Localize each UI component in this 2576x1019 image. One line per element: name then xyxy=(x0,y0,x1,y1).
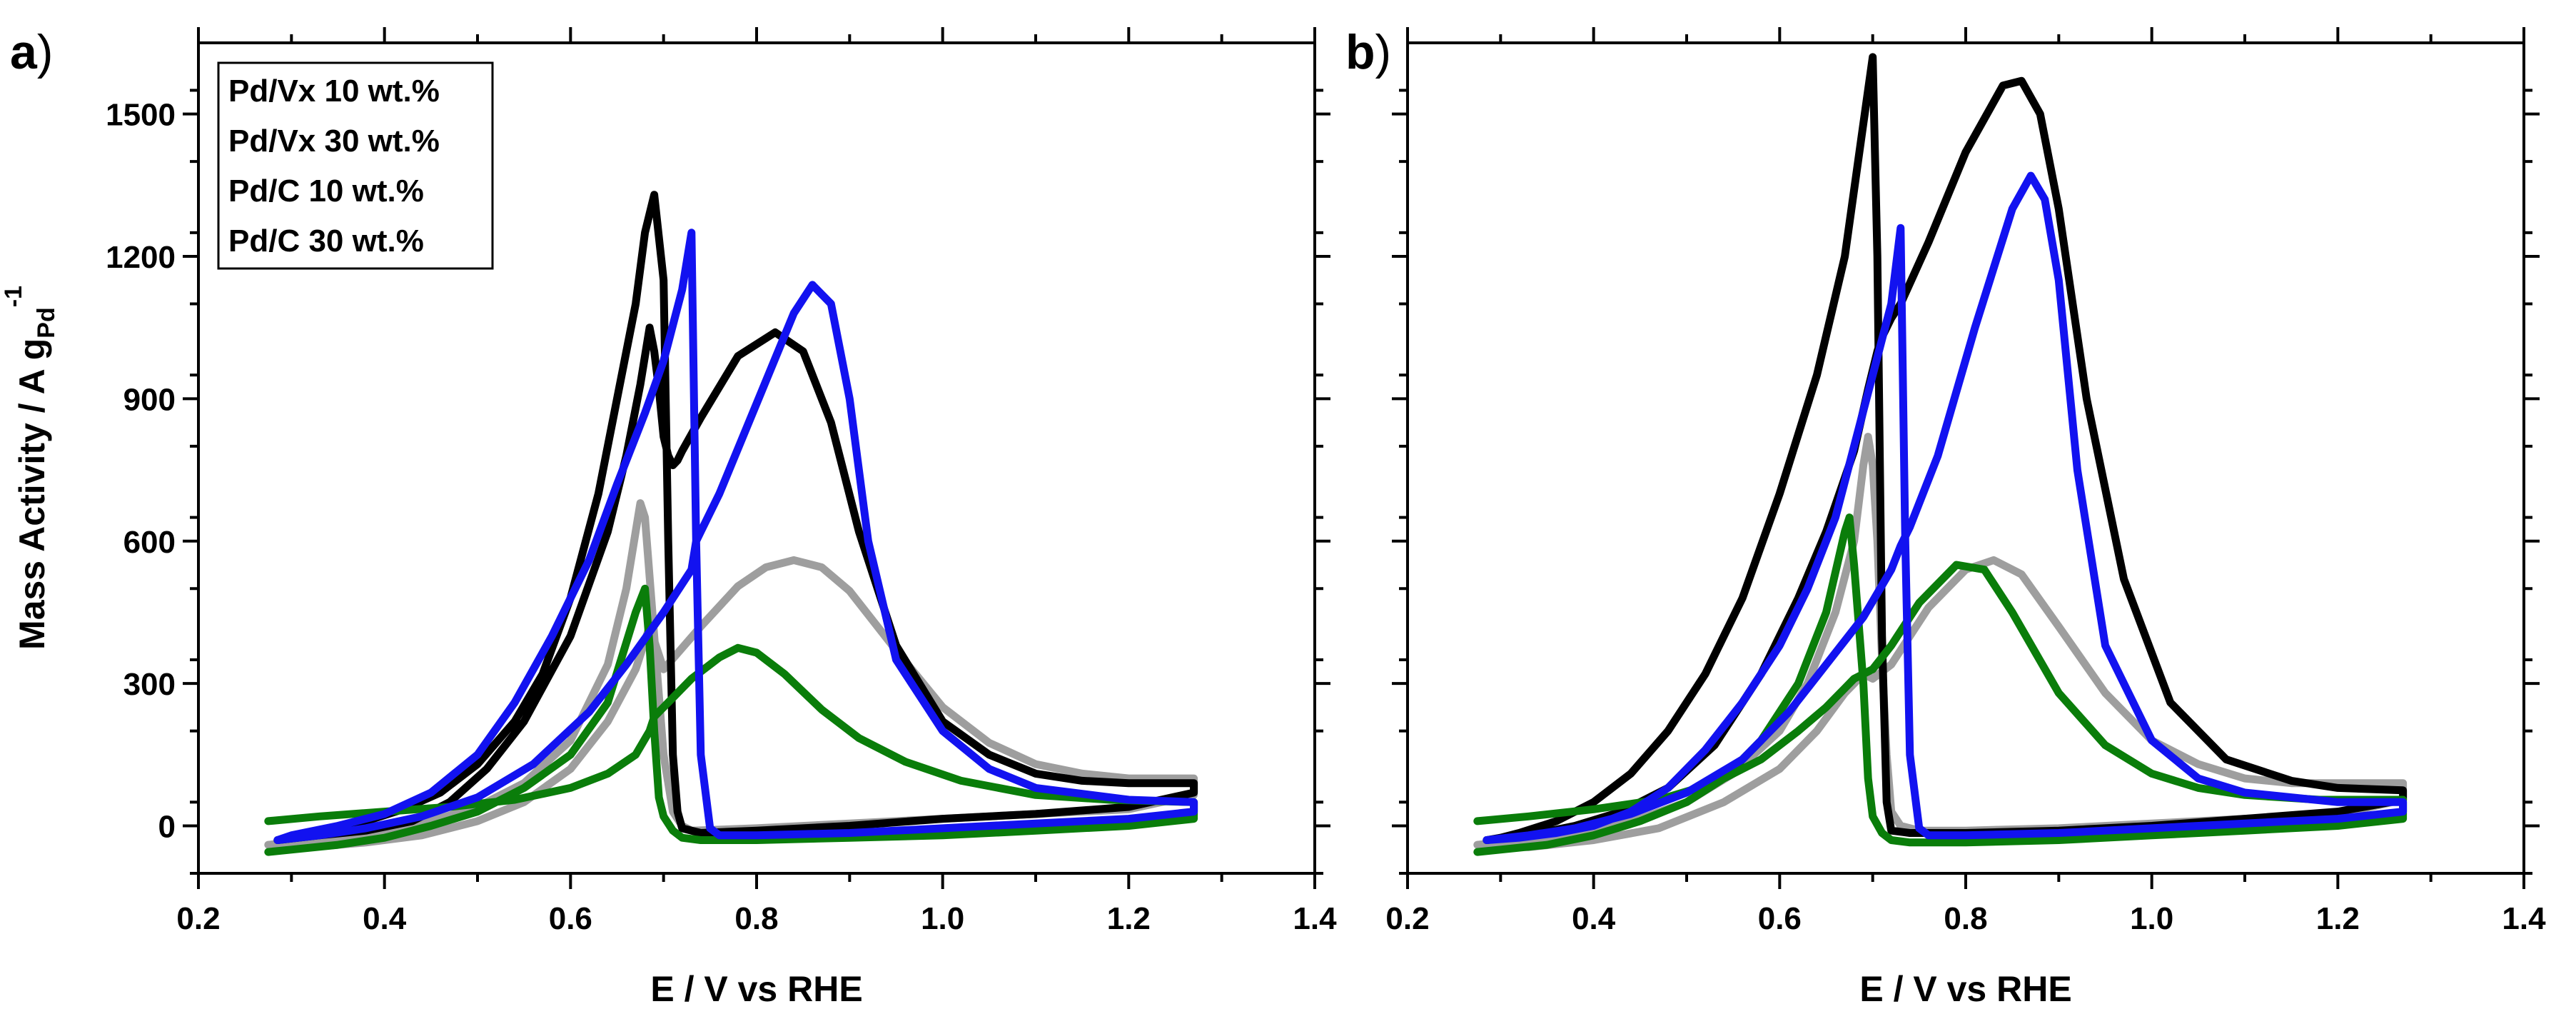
panel-a-y-tick-label: 1500 xyxy=(106,98,176,133)
panel-a-series-pd-vx-10-wt xyxy=(264,499,1198,851)
panel-a-series-pd-c-30-wt xyxy=(273,229,1198,844)
legend-box xyxy=(217,61,494,270)
panel-b: 0.2 0.4 0.6 0.8 1.0 1.2 1.4 b) E / V vs RHE xyxy=(1345,25,2546,1009)
y-axis-title: Mass Activity / A gPd-1 xyxy=(0,286,60,650)
panel-a-x-tick-label: 0.8 xyxy=(734,901,778,936)
legend-entry-pd-c-10: Pd/C 10 wt.% xyxy=(228,174,424,209)
panel-a-ticks: 0.2 0.4 0.6 0.8 1.0 1.2 1.4 0 300 600 900 1200 1500 xyxy=(106,27,1337,936)
panel-a-series-pd-vx-30-wt xyxy=(273,191,1198,844)
panel-b-series-pd-c-10-wt xyxy=(1473,513,2408,856)
panel-b-x-tick-label: 1.2 xyxy=(2316,901,2360,936)
panel-a-label: a) xyxy=(10,25,53,79)
panel-b-x-tick-label: 1.4 xyxy=(2502,901,2546,936)
panel-b-x-tick-label: 0.2 xyxy=(1385,901,1429,936)
panel-a-y-tick-label: 600 xyxy=(123,525,176,560)
panel-b-frame xyxy=(1406,41,2525,875)
panel-b-x-axis-title: E / V vs RHE xyxy=(1859,969,2071,1009)
panel-b-series-pd-vx-30-wt xyxy=(1483,53,2408,844)
panel-a-y-tick-label: 300 xyxy=(123,667,176,702)
panel-a-y-tick-label: 900 xyxy=(123,382,176,417)
panel-b-x-tick-label: 0.6 xyxy=(1758,901,1802,936)
panel-b-x-tick-label: 1.0 xyxy=(2130,901,2173,936)
panel-b-series xyxy=(1473,53,2408,856)
panel-a-x-tick-label: 1.0 xyxy=(921,901,964,936)
legend-entry-pd-c-30: Pd/C 30 wt.% xyxy=(228,224,424,258)
panel-b-ticks: 0.2 0.4 0.6 0.8 1.0 1.2 1.4 xyxy=(1385,27,2546,936)
panel-a-x-tick-label: 0.2 xyxy=(176,901,220,936)
legend-entry-pd-vx-10: Pd/Vx 10 wt.% xyxy=(228,74,440,109)
panel-a-x-tick-label: 0.6 xyxy=(549,901,592,936)
panel-a-x-tick-label: 1.4 xyxy=(1293,901,1337,936)
panel-b-label: b) xyxy=(1345,25,1391,79)
legend-entry-pd-vx-30: Pd/Vx 30 wt.% xyxy=(228,124,440,159)
panel-a-y-tick-label: 1200 xyxy=(106,240,176,275)
panel-a: 0.2 0.4 0.6 0.8 1.0 1.2 1.4030060090012001500 … xyxy=(10,25,1337,1009)
panel-a-y-tick-label: 0 xyxy=(158,810,176,845)
panel-a-x-tick-label: 1.2 xyxy=(1107,901,1151,936)
panel-b-x-tick-label: 0.4 xyxy=(1572,901,1616,936)
panel-b-series-pd-c-30-wt xyxy=(1483,171,2408,844)
legend: Pd/Vx 10 wt.% Pd/Vx 30 wt.% Pd/C 10 wt.%… xyxy=(217,61,494,270)
panel-a-x-axis-title: E / V vs RHE xyxy=(650,969,862,1009)
panel-b-x-tick-label: 0.8 xyxy=(1944,901,1987,936)
panel-a-series xyxy=(264,191,1198,856)
panel-a-x-tick-label: 0.4 xyxy=(363,901,407,936)
